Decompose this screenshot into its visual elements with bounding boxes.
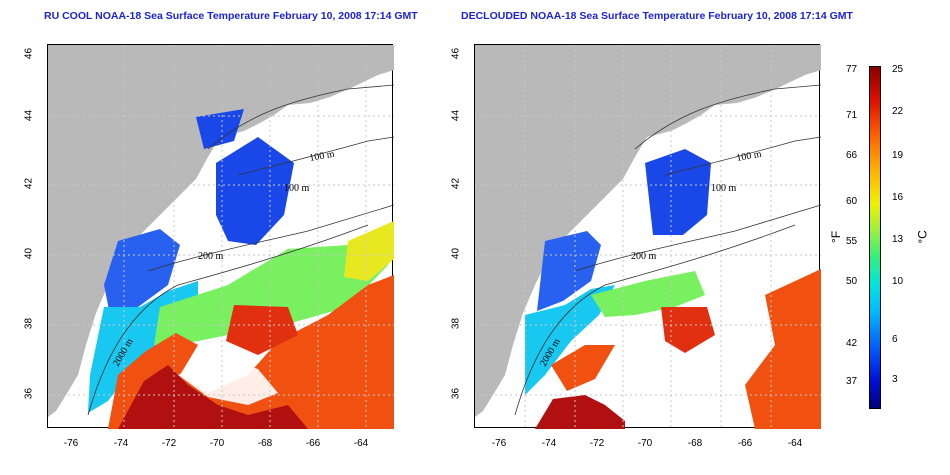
gulf-stream-warm — [551, 345, 615, 391]
c-label: 16 — [892, 192, 904, 203]
isobath-2000 — [87, 224, 369, 416]
slope-green — [591, 271, 705, 317]
lon-tick: -66 — [737, 438, 753, 449]
lon-tick: -74 — [113, 438, 129, 449]
lon-tick: -66 — [305, 438, 321, 449]
f-label: 66 — [846, 150, 858, 161]
c-label: 22 — [892, 106, 904, 117]
c-label: 19 — [892, 150, 904, 161]
land-mass — [475, 45, 821, 417]
isobath-100 — [634, 84, 821, 150]
lon-tick: -68 — [687, 438, 703, 449]
lon-tick: -72 — [589, 438, 605, 449]
eddy-warm — [661, 307, 715, 353]
east-warm — [745, 269, 821, 429]
shelf-cold — [537, 231, 601, 311]
right-map-title: DECLOUDED NOAA-18 Sea Surface Temperatur… — [461, 10, 853, 22]
f-label: 60 — [846, 196, 858, 207]
lat-tick: 36 — [450, 387, 462, 400]
nova-scotia-land — [685, 45, 821, 85]
lat-tick: 46 — [23, 47, 35, 60]
celsius-unit: °C — [915, 230, 930, 244]
lat-tick: 42 — [450, 177, 462, 190]
eddy-warm — [226, 305, 298, 355]
isobath-100-b — [664, 136, 821, 176]
isobath-100 — [207, 84, 394, 150]
slope-green — [154, 235, 388, 345]
c-label: 25 — [892, 64, 904, 75]
f-label: 50 — [846, 276, 858, 287]
lat-tick: 40 — [450, 247, 462, 260]
lat-tick: 40 — [23, 247, 35, 260]
gulf-of-maine-cold — [645, 149, 711, 235]
lon-tick: -64 — [787, 438, 803, 449]
contour-label-100a: 100 m — [736, 149, 763, 164]
contour-label-100a: 100 m — [309, 149, 336, 164]
lon-tick: -72 — [161, 438, 177, 449]
left-sst-map: 100 m 100 m 200 m 2000 m — [47, 44, 394, 429]
isobath-200 — [574, 204, 821, 272]
c-label: 10 — [892, 276, 904, 287]
slope-yellow — [344, 221, 394, 281]
lat-tick: 46 — [450, 47, 462, 60]
lat-tick: 42 — [23, 177, 35, 190]
isobath-2000 — [514, 224, 796, 416]
gulf-stream-hot — [535, 395, 625, 429]
f-label: 77 — [846, 64, 858, 75]
lat-tick: 36 — [23, 387, 35, 400]
nova-cold-patch — [196, 109, 244, 149]
lon-tick: -74 — [541, 438, 557, 449]
shelf-cold — [104, 229, 180, 315]
fahrenheit-unit: °F — [829, 230, 844, 244]
lon-tick: -70 — [209, 438, 225, 449]
c-label: 6 — [892, 334, 898, 345]
contour-label-200: 200 m — [198, 251, 224, 262]
shelf-cool — [525, 285, 615, 395]
contour-label-100b: 100 m — [711, 183, 737, 194]
f-label: 37 — [846, 376, 858, 387]
lat-tick: 38 — [450, 317, 462, 330]
lon-tick: -64 — [353, 438, 369, 449]
lat-tick: 44 — [23, 109, 35, 122]
f-label: 71 — [846, 110, 858, 121]
isobath-100-b — [237, 136, 394, 176]
contour-label-200: 200 m — [631, 251, 657, 262]
gulf-stream-hot — [118, 365, 308, 429]
right-sst-map: 100 m 100 m 200 m 2000 m — [474, 44, 821, 429]
f-label: 42 — [846, 338, 858, 349]
lon-tick: -70 — [637, 438, 653, 449]
f-label: 55 — [846, 236, 858, 247]
left-map-title: RU COOL NOAA-18 Sea Surface Temperature … — [44, 10, 418, 22]
gulf-of-maine-cold — [216, 137, 294, 245]
lat-tick: 44 — [450, 109, 462, 122]
c-label: 13 — [892, 234, 904, 245]
lon-tick: -76 — [63, 438, 79, 449]
nova-scotia-land — [258, 45, 394, 85]
contour-label-100b: 100 m — [284, 183, 310, 194]
cloud-cover — [178, 355, 278, 405]
lat-tick: 38 — [23, 317, 35, 330]
c-label: 3 — [892, 374, 898, 385]
temperature-colorbar — [869, 66, 881, 409]
land-mass — [48, 45, 394, 417]
lon-tick: -68 — [257, 438, 273, 449]
lon-tick: -76 — [491, 438, 507, 449]
isobath-200 — [147, 204, 394, 272]
